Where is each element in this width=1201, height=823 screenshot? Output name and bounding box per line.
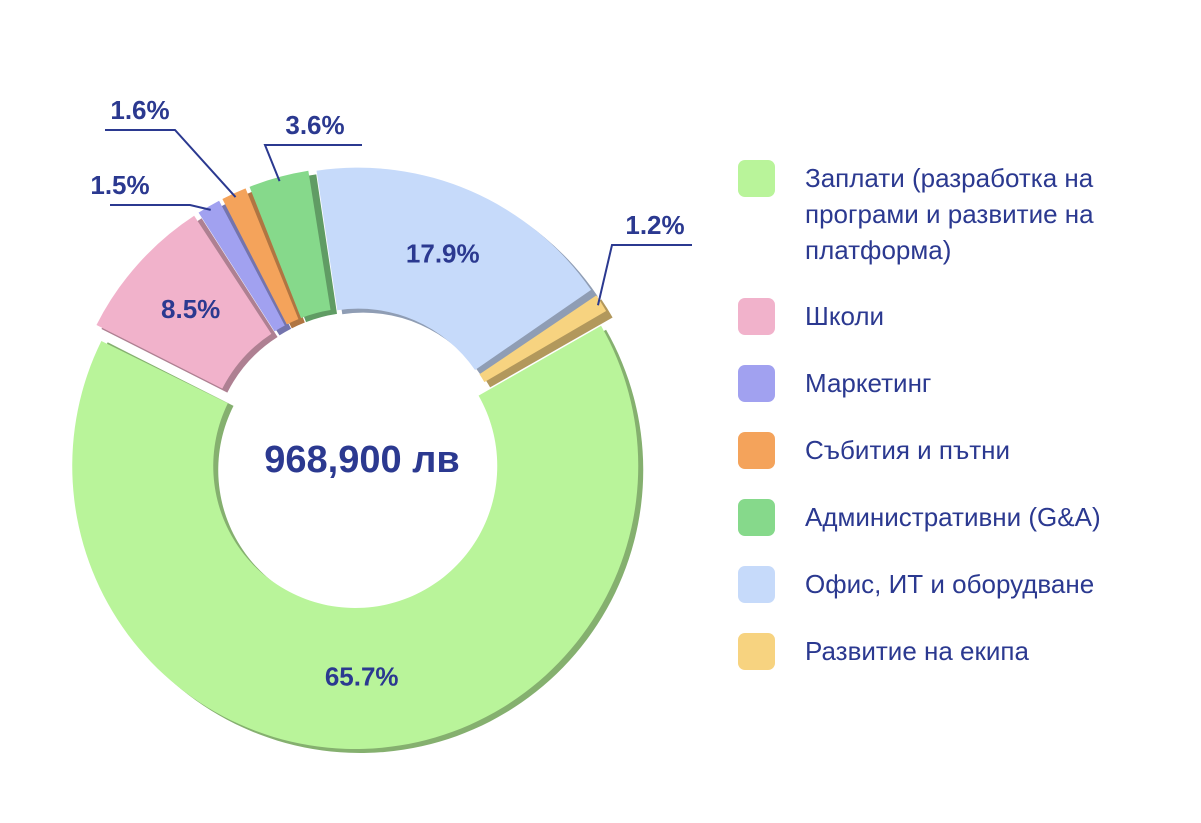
legend-swatch bbox=[738, 298, 775, 335]
leader-line bbox=[596, 244, 692, 306]
legend-label: Школи bbox=[805, 301, 885, 331]
value-label: 8.5% bbox=[161, 294, 220, 324]
legend-item: Събития и пътни bbox=[738, 432, 1178, 469]
slices: 65.7% 8.5% 1.5% 1.6% 3.6% 17.9% 1.2% bbox=[72, 95, 692, 753]
slice-group: 1.2% bbox=[479, 210, 692, 388]
total-label: 968,900 лв bbox=[264, 439, 459, 481]
slice-group: 1.5% bbox=[90, 170, 292, 336]
donut-chart: 65.7% 8.5% 1.5% 1.6% 3.6% 17.9% 1.2% 968,900 л… bbox=[72, 95, 692, 753]
slice bbox=[479, 295, 607, 383]
value-label: 1.2% bbox=[625, 210, 684, 240]
leader-line bbox=[263, 144, 362, 182]
slice bbox=[316, 167, 592, 370]
legend-swatch bbox=[738, 499, 775, 536]
legend-swatch bbox=[738, 566, 775, 603]
legend-label: Развитие на екипа bbox=[805, 636, 1029, 666]
value-label: 1.6% bbox=[110, 95, 169, 125]
legend-label: Административни (G&A) bbox=[805, 502, 1101, 532]
legend-swatch bbox=[738, 160, 775, 197]
slice-group: 65.7% bbox=[72, 325, 644, 753]
value-label: 65.7% bbox=[325, 661, 399, 691]
slice-group: 8.5% bbox=[96, 215, 278, 393]
legend-label: Събития и пътни bbox=[805, 435, 1011, 465]
legend-item: Маркетинг bbox=[738, 365, 1178, 402]
value-label: 1.5% bbox=[90, 170, 149, 200]
legend-item: Школи bbox=[738, 298, 1178, 335]
slice-group: 1.6% bbox=[105, 95, 305, 329]
slice bbox=[222, 188, 299, 325]
leader-line bbox=[110, 204, 211, 211]
slice bbox=[198, 200, 285, 332]
legend-swatch bbox=[738, 432, 775, 469]
slice bbox=[249, 170, 331, 319]
slice-group: 3.6% bbox=[249, 110, 362, 323]
slice-group: 17.9% bbox=[316, 167, 598, 376]
legend: Заплати (разработка на програми и развит… bbox=[738, 160, 1178, 700]
legend-item: Развитие на екипа bbox=[738, 633, 1178, 670]
leader-line bbox=[105, 129, 237, 198]
legend-item: Административни (G&A) bbox=[738, 499, 1178, 536]
legend-swatch bbox=[738, 633, 775, 670]
slice bbox=[96, 215, 272, 389]
value-label: 3.6% bbox=[285, 110, 344, 140]
value-label: 17.9% bbox=[406, 239, 480, 269]
legend-label: Офис, ИТ и оборудване bbox=[805, 569, 1095, 599]
slice bbox=[72, 325, 639, 749]
legend-label: Маркетинг bbox=[805, 368, 932, 398]
legend-item: Заплати (разработка на програми и развит… bbox=[738, 160, 1178, 268]
legend-label: Заплати (разработка на програми и развит… bbox=[805, 163, 1094, 265]
legend-swatch bbox=[738, 365, 775, 402]
legend-item: Офис, ИТ и оборудване bbox=[738, 566, 1178, 603]
